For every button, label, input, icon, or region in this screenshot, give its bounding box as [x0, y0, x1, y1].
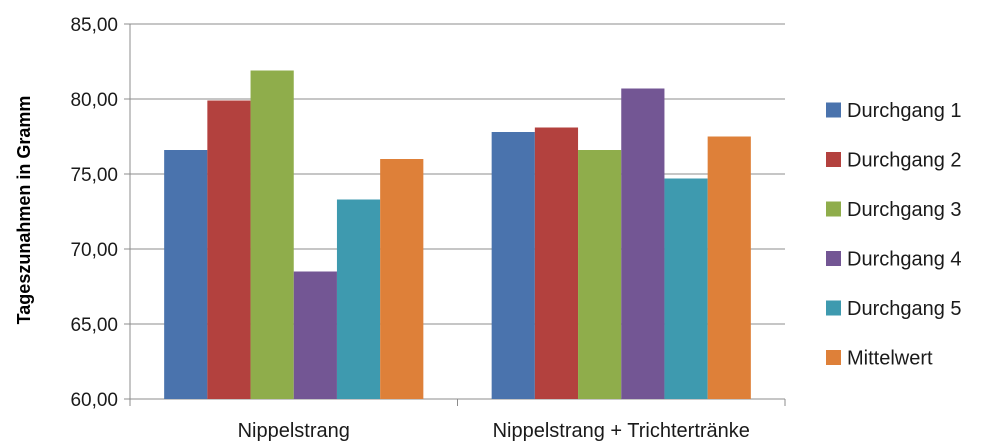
bar-durchgang-4-1	[293, 271, 337, 399]
bar-mittelwert-1	[380, 159, 424, 399]
y-axis-tick-labels: 60,00 65,00 70,00 75,00 80,00 85,00	[70, 15, 118, 411]
legend-item: Durchgang 3	[826, 199, 962, 221]
x-category-label: Nippelstrang	[238, 420, 350, 442]
y-tick-label: 75,00	[70, 165, 118, 186]
y-tick-label: 85,00	[70, 15, 118, 36]
legend: Durchgang 1 Durchgang 2 Durchgang 3 Durchga…	[826, 100, 962, 370]
legend-swatch	[826, 152, 841, 167]
legend-item: Durchgang 5	[826, 298, 962, 320]
legend-label: Durchgang 3	[847, 199, 962, 221]
legend-item: Durchgang 2	[826, 150, 962, 172]
y-tick-label: 65,00	[70, 315, 118, 336]
legend-swatch	[826, 350, 841, 365]
legend-label: Mittelwert	[847, 348, 933, 370]
bar-durchgang-3-2	[578, 150, 622, 399]
y-tick-label: 60,00	[70, 390, 118, 411]
x-category-label: Nippelstrang + Trichtertränke	[493, 420, 750, 442]
legend-swatch	[826, 251, 841, 266]
y-axis-title: Tageszunahmen in Gramm	[14, 96, 34, 325]
bar-durchgang-5-1	[336, 199, 381, 399]
bar-durchgang-1-1	[164, 150, 208, 399]
bar-durchgang-1-2	[491, 132, 535, 399]
legend-label: Durchgang 2	[847, 150, 962, 172]
legend-item: Durchgang 4	[826, 249, 962, 271]
bar-durchgang-2-1	[207, 100, 251, 399]
legend-swatch	[826, 300, 841, 316]
legend-item: Durchgang 1	[826, 100, 962, 122]
legend-label: Durchgang 1	[847, 100, 962, 122]
bar-durchgang-3-1	[250, 70, 294, 399]
bar-durchgang-5-2	[664, 178, 708, 399]
legend-label: Durchgang 4	[847, 249, 962, 271]
y-tick-label: 80,00	[70, 90, 118, 111]
x-axis-category-labels: Nippelstrang Nippelstrang + Trichtertränk…	[238, 420, 750, 442]
legend-swatch	[826, 201, 841, 217]
y-tick-label: 70,00	[70, 240, 118, 261]
bars	[164, 70, 751, 399]
legend-label: Durchgang 5	[847, 298, 962, 320]
legend-item: Mittelwert	[826, 348, 933, 370]
bar-mittelwert-2	[707, 136, 751, 399]
bar-durchgang-4-2	[621, 88, 665, 399]
legend-swatch	[826, 102, 841, 118]
bar-durchgang-2-2	[534, 127, 579, 399]
